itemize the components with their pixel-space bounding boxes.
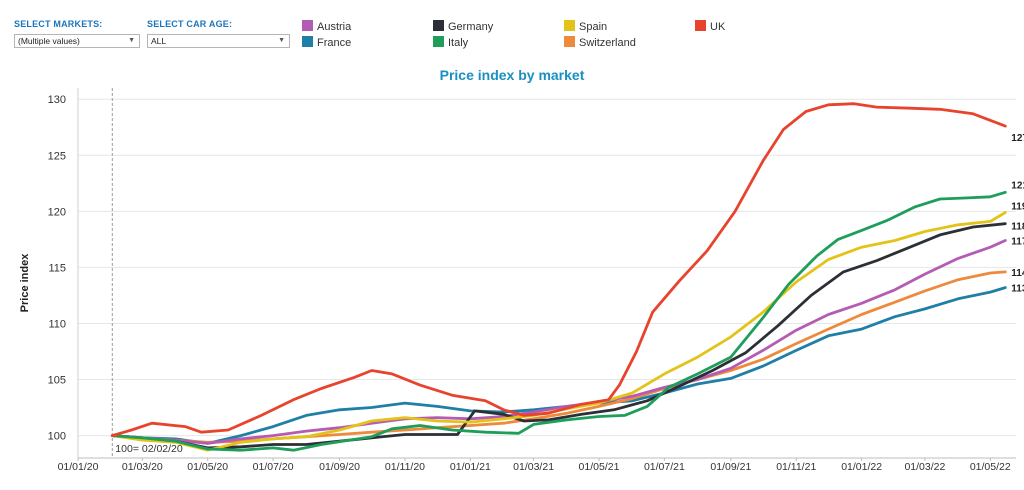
x-tick-label: 01/03/20: [122, 461, 163, 473]
series-line-germany: [110, 222, 1007, 450]
y-tick-label: 115: [48, 262, 66, 274]
end-label-uk: 127.6: [1011, 133, 1024, 144]
legend-item-spain[interactable]: Spain: [564, 20, 607, 34]
markets-select-value: (Multiple values): [18, 36, 80, 46]
x-tick-label: 01/01/20: [58, 461, 99, 473]
car-age-select-value: ALL: [151, 36, 167, 46]
legend-swatch: [433, 36, 444, 47]
legend-item-italy[interactable]: Italy: [433, 36, 468, 50]
x-tick-label: 01/03/21: [513, 461, 554, 473]
series-line-uk: [110, 102, 1007, 437]
chevron-down-icon: ▼: [278, 37, 285, 44]
x-tick-label: 01/07/20: [253, 461, 294, 473]
legend-swatch: [302, 20, 313, 31]
x-tick-label: 01/03/22: [904, 461, 945, 473]
chart-title: Price index by market: [439, 67, 585, 83]
legend-item-austria[interactable]: Austria: [302, 20, 351, 34]
legend-label: Switzerland: [579, 37, 636, 49]
end-label-spain: 119.9: [1011, 201, 1024, 212]
markets-select[interactable]: (Multiple values) ▼: [14, 34, 140, 48]
x-tick-label: 01/11/20: [385, 461, 425, 473]
x-tick-label: 01/05/21: [579, 461, 620, 473]
y-tick-label: 125: [48, 150, 66, 162]
y-tick-label: 110: [48, 318, 66, 330]
end-label-austria: 117.4: [1011, 236, 1024, 247]
series-line-switzerland: [110, 270, 1007, 444]
legend-label: Austria: [317, 21, 352, 33]
reference-line-label: 100= 02/02/20: [115, 443, 183, 455]
end-label-italy: 121.7: [1011, 180, 1024, 191]
legend-label: UK: [710, 21, 726, 33]
legend-swatch: [302, 36, 313, 47]
legend-item-uk[interactable]: UK: [695, 20, 725, 34]
y-axis-title: Price index: [19, 253, 31, 313]
markets-filter-label: SELECT MARKETS:: [14, 19, 103, 29]
x-tick-label: 01/09/20: [319, 461, 360, 473]
legend-label: Spain: [579, 21, 608, 33]
y-tick-label: 120: [48, 206, 66, 218]
legend-label: Italy: [448, 37, 469, 49]
legend-swatch: [695, 20, 706, 31]
legend-swatch: [564, 36, 575, 47]
legend-item-switzerland[interactable]: Switzerland: [564, 36, 636, 50]
x-tick-label: 01/07/21: [644, 461, 685, 473]
x-tick-label: 01/09/21: [710, 461, 751, 473]
x-tick-label: 01/01/21: [450, 461, 491, 473]
legend-label: France: [317, 37, 352, 49]
end-label-germany: 118.9: [1011, 222, 1024, 233]
x-tick-label: 01/05/22: [970, 461, 1011, 473]
end-label-france: 113.2: [1011, 284, 1024, 295]
legend-label: Germany: [448, 21, 494, 33]
x-tick-label: 01/11/21: [776, 461, 816, 473]
x-tick-label: 01/05/20: [187, 461, 228, 473]
series-line-italy: [110, 190, 1007, 452]
legend-swatch: [564, 20, 575, 31]
series-line-austria: [110, 239, 1007, 445]
legend-item-germany[interactable]: Germany: [433, 20, 493, 34]
car-age-filter-label: SELECT CAR AGE:: [147, 19, 233, 29]
x-tick-label: 01/01/22: [841, 461, 882, 473]
y-tick-label: 100: [48, 431, 66, 443]
chevron-down-icon: ▼: [128, 37, 135, 44]
car-age-select[interactable]: ALL ▼: [147, 34, 290, 48]
legend-item-france[interactable]: France: [302, 36, 351, 50]
legend-swatch: [433, 20, 444, 31]
y-tick-label: 130: [48, 94, 66, 106]
y-tick-label: 105: [48, 375, 66, 387]
end-label-switzerland: 114.6: [1011, 268, 1024, 279]
